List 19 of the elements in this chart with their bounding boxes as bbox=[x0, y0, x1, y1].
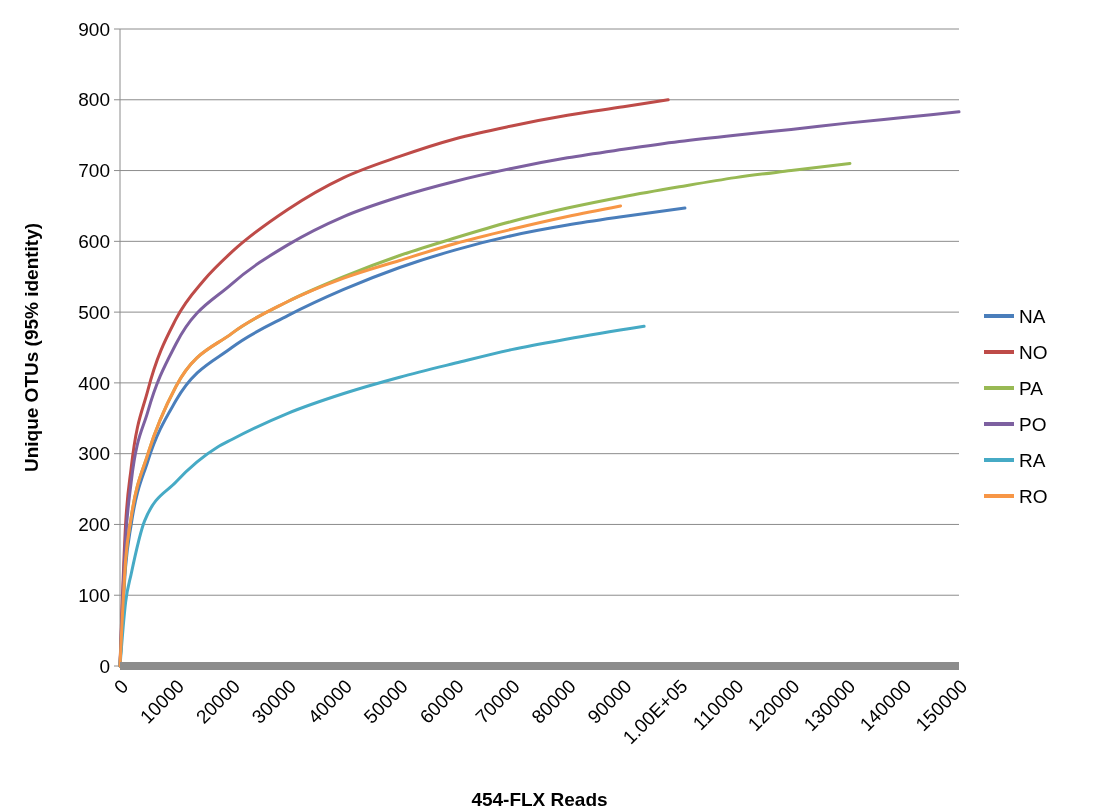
y-tick-label: 200 bbox=[78, 514, 110, 536]
x-axis-title: 454-FLX Reads bbox=[471, 789, 608, 810]
legend-label: NO bbox=[1019, 341, 1048, 363]
legend-label: PO bbox=[1019, 413, 1047, 435]
legend-label: NA bbox=[1019, 305, 1046, 327]
y-tick-label: 500 bbox=[78, 301, 110, 323]
y-tick-label: 0 bbox=[99, 655, 110, 677]
y-tick-label: 800 bbox=[78, 89, 110, 111]
legend-label: RA bbox=[1019, 449, 1046, 471]
y-tick-label: 900 bbox=[78, 18, 110, 40]
y-tick-label: 100 bbox=[78, 584, 110, 606]
y-tick-label: 600 bbox=[78, 230, 110, 252]
y-tick-label: 300 bbox=[78, 443, 110, 465]
legend-label: PA bbox=[1019, 377, 1044, 399]
legend-label: RO bbox=[1019, 485, 1048, 507]
y-tick-label: 700 bbox=[78, 160, 110, 182]
x-tick-label: 0 bbox=[109, 675, 133, 698]
y-tick-label: 400 bbox=[78, 372, 110, 394]
y-axis-title: Unique OTUs (95% identity) bbox=[21, 222, 42, 473]
